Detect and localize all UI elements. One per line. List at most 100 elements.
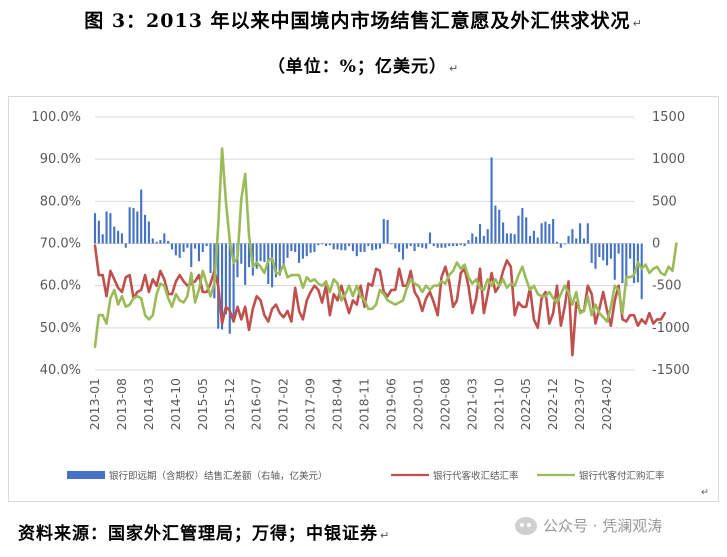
bar-89: [436, 243, 439, 248]
x-tick-label: 2019-06: [383, 378, 398, 430]
bar-29: [205, 243, 208, 247]
x-tick-label: 2017-02: [276, 378, 291, 430]
bar-15: [151, 238, 154, 244]
bar-57: [313, 243, 316, 252]
bar-36: [232, 243, 235, 318]
bar-76: [386, 219, 389, 244]
bar-95: [459, 243, 462, 246]
bar-21: [174, 243, 177, 256]
bar-94: [455, 243, 458, 247]
bar-60: [324, 243, 328, 247]
bar-88: [432, 243, 435, 247]
bar-33: [220, 243, 224, 330]
return-mark: ↵: [448, 62, 460, 75]
bar-18: [163, 233, 166, 244]
bar-105: [498, 209, 501, 244]
bar-112: [525, 217, 528, 244]
bar-125: [575, 238, 578, 244]
bar-38: [240, 243, 243, 264]
x-tick-label: 2024-02: [599, 378, 614, 430]
bar-116: [540, 223, 543, 244]
bar-27: [197, 243, 201, 262]
wechat-icon: [515, 516, 537, 535]
chart-svg: 40.0% 50.0% 60.0% 70.0% 80.0% 90.0% 100.0% -150…: [31, 110, 709, 498]
y-left-tick-label: 50.0%: [40, 321, 81, 336]
bar-16: [155, 241, 158, 244]
y-right-tick-label: -1000: [652, 321, 690, 336]
bar-78: [394, 243, 397, 249]
y-left-tick-label: 80.0%: [40, 194, 81, 209]
bar-54: [301, 243, 304, 259]
bar-5: [113, 226, 116, 244]
bar-92: [448, 243, 451, 247]
x-tick-label: 2015-05: [195, 378, 210, 430]
x-tick-label: 2021-03: [464, 378, 479, 430]
bar-19: [167, 240, 170, 244]
bar-52: [294, 243, 297, 252]
x-tick-label: 2016-07: [249, 378, 264, 430]
bar-79: [398, 243, 401, 252]
bar-12: [140, 189, 143, 244]
bar-104: [494, 205, 497, 244]
bar-84: [417, 243, 420, 247]
bar-93: [451, 243, 455, 247]
bar-136: [617, 243, 620, 254]
y-right-tick-label: 500: [652, 194, 677, 209]
bar-87: [428, 232, 432, 244]
source-note: 资料来源：国家外汇管理局；万得；中银证券 ↵: [18, 524, 391, 544]
bar-118: [548, 224, 551, 244]
bar-72: [371, 243, 374, 251]
bar-80: [401, 243, 405, 260]
bar-6: [117, 230, 120, 244]
return-mark: ↵: [701, 487, 709, 498]
bar-97: [467, 240, 470, 244]
bar-61: [328, 243, 331, 246]
bar-62: [332, 243, 335, 250]
bar-138: [625, 243, 628, 286]
bar-127: [582, 238, 586, 244]
bar-139: [629, 243, 632, 259]
bar-8: [124, 243, 127, 248]
bar-46: [271, 243, 274, 288]
bar-83: [413, 243, 416, 252]
bar-34: [224, 243, 227, 315]
legend-label-bars: 银行即远期（含期权）结售汇差额（右轴，亿美元）: [109, 470, 328, 482]
x-tick-label: 2022-12: [545, 378, 560, 430]
bar-22: [178, 243, 181, 258]
bar-120: [555, 241, 559, 244]
x-tick-label: 2020-08: [437, 378, 452, 430]
bar-69: [359, 243, 362, 252]
bar-85: [421, 243, 424, 248]
bar-115: [536, 237, 539, 244]
bar-24: [186, 243, 189, 248]
x-tick-label: 2014-10: [168, 378, 183, 430]
bar-40: [247, 243, 251, 268]
y-left-tick-label: 100.0%: [31, 110, 81, 125]
bar-2: [101, 234, 104, 244]
bar-81: [405, 243, 408, 249]
bar-37: [236, 243, 239, 278]
bar-100: [478, 224, 482, 244]
bar-43: [259, 243, 262, 262]
chart-subtitle: （单位：%；亿美元） ↵: [267, 57, 460, 77]
x-tick-label: 2013-01: [87, 378, 102, 430]
bar-101: [482, 235, 485, 244]
bar-135: [613, 243, 616, 280]
bar-86: [425, 243, 428, 249]
bar-49: [282, 243, 285, 266]
bar-132: [602, 243, 605, 261]
return-mark: ↵: [632, 17, 643, 30]
x-tick-label: 2015-12: [222, 378, 237, 430]
y-right-tick-label: 0: [652, 237, 660, 252]
chart-title: 图 3：2013 年以来中国境内市场结售汇意愿及外汇供求状况 ↵: [84, 10, 643, 32]
bar-106: [502, 222, 505, 244]
x-tick-label: 2017-09: [303, 378, 318, 430]
x-tick-label: 2020-01: [410, 378, 425, 430]
bar-133: [605, 243, 609, 266]
bar-96: [463, 243, 466, 247]
bar-103: [490, 157, 493, 244]
bar-4: [109, 213, 112, 244]
bar-55: [305, 243, 308, 257]
bar-114: [532, 230, 535, 244]
x-tick-label: 2018-11: [357, 378, 372, 430]
